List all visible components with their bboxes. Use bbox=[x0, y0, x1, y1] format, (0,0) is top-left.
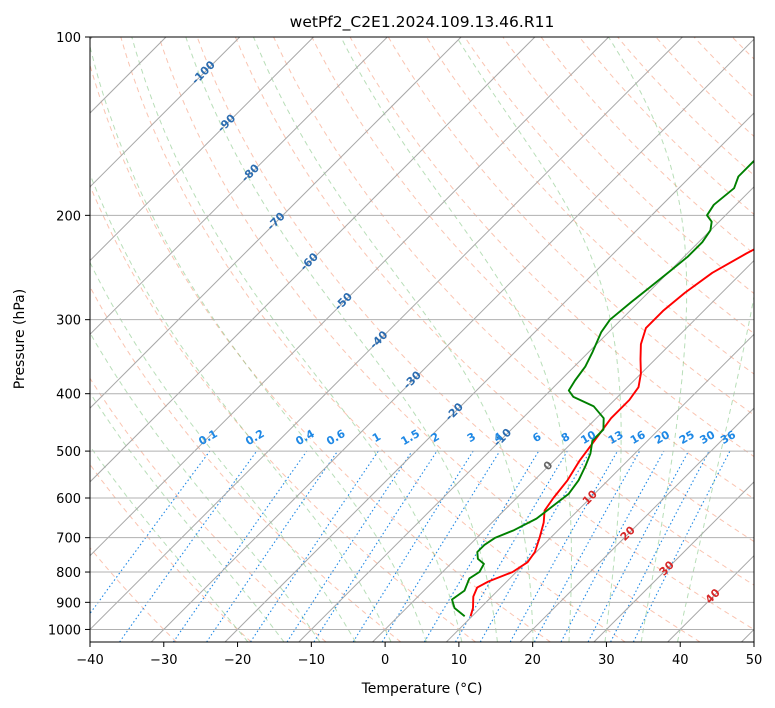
y-axis-title: Pressure (hPa) bbox=[12, 289, 28, 389]
x-axis-title: Temperature (°C) bbox=[361, 681, 483, 697]
x-tick-label: −30 bbox=[150, 653, 177, 668]
x-tick-label: −20 bbox=[224, 653, 251, 668]
x-axis-ticks: −40 −30 −20 −10 0 10 20 30 40 50 bbox=[76, 642, 762, 668]
mixing-ratio-line bbox=[560, 450, 665, 642]
mixing-ratio-line bbox=[250, 450, 379, 642]
dry-adiabat-line bbox=[196, 37, 754, 630]
chart-title: wetPf2_C2E1.2024.109.13.46.R11 bbox=[290, 13, 555, 32]
isotherm-line bbox=[224, 112, 754, 642]
mixing-ratio-line bbox=[509, 450, 618, 642]
dry-adiabat-line bbox=[90, 377, 327, 642]
dry-adiabat-line bbox=[90, 184, 476, 642]
dry-adiabat-line bbox=[273, 37, 754, 543]
y-axis-ticks: 100 200 300 400 500 600 700 800 900 1000 bbox=[48, 31, 90, 638]
dry-adiabat-line bbox=[464, 37, 754, 335]
isobar-lines bbox=[90, 37, 754, 630]
x-tick-label: 20 bbox=[524, 653, 541, 668]
isotherm-line bbox=[593, 481, 754, 642]
isotherm-line bbox=[445, 333, 754, 642]
isotherm-line bbox=[372, 259, 754, 642]
y-tick-label: 900 bbox=[56, 596, 81, 611]
x-tick-label: −40 bbox=[76, 653, 103, 668]
moist-adiabat-line bbox=[253, 37, 534, 642]
isotherm-line bbox=[90, 37, 388, 336]
y-tick-label: 600 bbox=[56, 492, 81, 507]
moist-adiabat-line bbox=[131, 37, 463, 642]
moist-adiabat-line bbox=[608, 37, 688, 642]
mixing-ratio-line bbox=[632, 450, 731, 642]
x-tick-label: 0 bbox=[381, 653, 389, 668]
isotherm-line bbox=[519, 407, 754, 642]
isotherm-line bbox=[90, 37, 462, 409]
dry-adiabat-line bbox=[425, 37, 754, 375]
x-tick-label: 40 bbox=[672, 653, 689, 668]
x-tick-label: 10 bbox=[451, 653, 468, 668]
dry-adiabat-line bbox=[349, 37, 754, 458]
mixing-ratio-line bbox=[119, 450, 258, 642]
isotherm-line bbox=[90, 37, 683, 631]
mixing-ratio-line bbox=[381, 450, 501, 642]
plot-frame bbox=[89, 36, 755, 643]
x-tick-label: 50 bbox=[746, 653, 763, 668]
moist-adiabat-line bbox=[90, 445, 249, 642]
temperature-profile-line bbox=[469, 248, 754, 617]
x-tick-label: −10 bbox=[298, 653, 325, 668]
isotherm-line bbox=[90, 37, 610, 557]
isotherm-line bbox=[90, 37, 314, 262]
moist-adiabat-line bbox=[90, 391, 285, 642]
mixing-ratio-line bbox=[206, 450, 339, 642]
dry-adiabat-line bbox=[234, 37, 754, 586]
y-tick-label: 200 bbox=[56, 209, 81, 224]
isotherm-line bbox=[90, 37, 241, 188]
y-tick-label: 700 bbox=[56, 532, 81, 547]
mixing-ratio-line bbox=[172, 450, 308, 642]
isotherm-line bbox=[90, 37, 536, 483]
mixing-ratio-lines bbox=[90, 450, 731, 642]
sounding-series bbox=[451, 159, 754, 617]
mixing-ratio-line bbox=[90, 450, 211, 615]
dry-adiabat-line bbox=[90, 63, 551, 642]
isotherm-line bbox=[298, 186, 754, 642]
moist-adiabat-line bbox=[90, 261, 356, 642]
dry-adiabat-line bbox=[311, 37, 754, 500]
moist-adiabat-line bbox=[90, 172, 392, 642]
y-tick-label: 800 bbox=[56, 566, 81, 581]
mixing-ratio-line bbox=[313, 450, 438, 642]
y-tick-label: 300 bbox=[56, 314, 81, 329]
isotherm-line bbox=[150, 38, 754, 642]
y-tick-label: 100 bbox=[56, 31, 81, 46]
dewpoint-profile-line bbox=[451, 159, 754, 617]
mixing-ratio-line bbox=[533, 450, 641, 642]
y-tick-label: 1000 bbox=[48, 623, 81, 638]
dry-adiabat-line bbox=[158, 37, 701, 642]
x-tick-label: 30 bbox=[598, 653, 615, 668]
mixing-ratio-line bbox=[286, 450, 413, 642]
isotherm-lines bbox=[90, 37, 754, 642]
y-tick-label: 400 bbox=[56, 388, 81, 403]
moist-adiabat-line bbox=[340, 37, 572, 642]
dry-adiabats bbox=[90, 37, 754, 642]
y-tick-label: 500 bbox=[56, 445, 81, 460]
moist-adiabat-line bbox=[90, 44, 427, 642]
dry-adiabat-line bbox=[90, 285, 402, 642]
